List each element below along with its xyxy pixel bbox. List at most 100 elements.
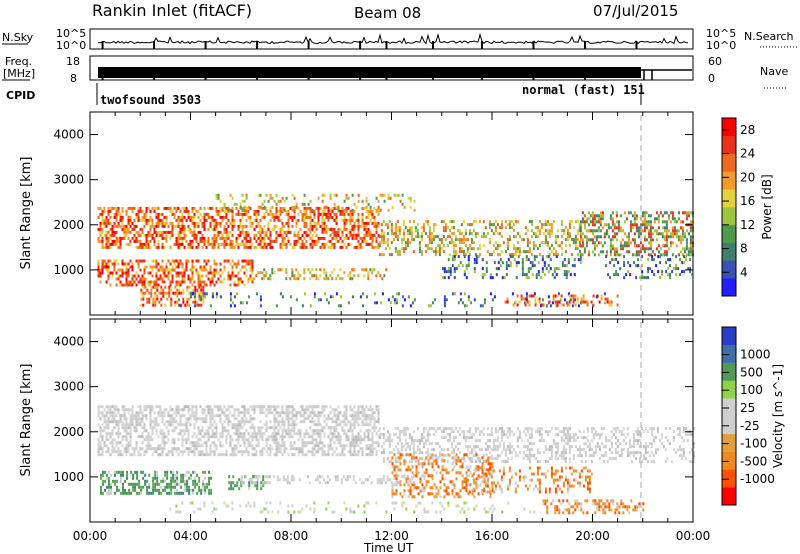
power-cell	[548, 229, 551, 233]
power-cell	[339, 268, 342, 272]
power-cell	[154, 291, 157, 295]
power-cell	[645, 220, 648, 224]
power-cell	[241, 230, 244, 234]
power-cell	[428, 238, 431, 242]
power-cell	[249, 218, 252, 222]
velocity-cell	[289, 423, 292, 427]
power-cell	[247, 205, 250, 209]
velocity-cell	[193, 411, 196, 415]
velocity-cell	[371, 408, 374, 412]
power-cell	[351, 227, 354, 231]
velocity-cell	[227, 420, 230, 424]
velocity-cell	[255, 435, 258, 439]
power-cell	[97, 236, 100, 240]
velocity-cell	[207, 408, 210, 412]
velocity-cell	[141, 426, 144, 430]
power-cell	[616, 294, 619, 298]
velocity-cell	[273, 405, 276, 409]
power-cell	[481, 273, 484, 277]
power-cell	[105, 239, 108, 243]
velocity-cell	[185, 420, 188, 424]
power-cell	[261, 271, 264, 275]
power-cell	[470, 241, 473, 245]
velocity-cell	[173, 426, 176, 430]
power-cell	[655, 264, 658, 268]
power-cell	[131, 221, 134, 225]
velocity-cell	[317, 444, 320, 448]
velocity-cell	[365, 429, 368, 433]
power-cell	[679, 241, 682, 245]
nsky-panel	[89, 28, 694, 50]
velocity-cell	[357, 453, 360, 457]
velocity-cell	[183, 423, 186, 427]
power-cell	[217, 209, 220, 213]
power-cell	[183, 227, 186, 231]
power-cell	[440, 220, 443, 224]
power-cell	[659, 253, 662, 257]
power-cell	[129, 283, 132, 287]
velocity-cell	[371, 441, 374, 445]
power-cell	[205, 274, 208, 278]
velocity-cell	[261, 432, 264, 436]
power-cell	[458, 232, 461, 236]
velocity-cell	[357, 423, 360, 427]
power-cell	[651, 258, 654, 262]
power-cell	[241, 280, 244, 284]
power-cell	[581, 211, 584, 215]
power-cell	[184, 303, 187, 307]
velocity-cell	[217, 453, 220, 457]
power-cell	[275, 239, 278, 243]
velocity-cell	[357, 450, 360, 454]
power-cell	[597, 235, 600, 239]
power-cell	[257, 224, 260, 228]
power-cell	[453, 255, 456, 259]
power-cell	[335, 205, 338, 209]
power-cell	[171, 277, 174, 281]
velocity-cell	[333, 414, 336, 418]
power-cell	[170, 303, 173, 307]
power-cell	[155, 221, 158, 225]
velocity-cell	[171, 408, 174, 412]
velocity-cell	[472, 454, 475, 458]
power-cell	[438, 253, 441, 257]
velocity-cell	[424, 427, 427, 431]
power-cell	[321, 221, 324, 225]
velocity-cell	[295, 432, 298, 436]
power-cell	[165, 262, 168, 266]
velocity-cell	[293, 408, 296, 412]
power-cell	[237, 212, 240, 216]
power-cell	[371, 245, 374, 249]
power-cell	[159, 230, 162, 234]
power-cell	[149, 280, 152, 284]
velocity-cell	[143, 429, 146, 433]
power-cell	[573, 273, 576, 277]
power-cell	[149, 227, 152, 231]
power-cell	[103, 221, 106, 225]
power-cell	[139, 233, 142, 237]
power-cell	[295, 298, 298, 302]
velocity-cell	[243, 411, 246, 415]
power-cell	[673, 229, 676, 233]
velocity-cell	[468, 430, 471, 434]
power-cell	[121, 271, 124, 275]
velocity-cell	[450, 445, 453, 449]
power-cell	[442, 226, 445, 230]
power-cell	[589, 229, 592, 233]
velocity-cell	[367, 453, 370, 457]
power-cell	[235, 206, 238, 210]
power-cell	[197, 280, 200, 284]
power-cell	[159, 265, 162, 269]
power-cell	[227, 233, 230, 237]
power-cell	[335, 236, 338, 240]
power-cell	[401, 295, 404, 299]
velocity-cell	[468, 436, 471, 440]
power-cell	[205, 262, 208, 266]
power-cell	[572, 297, 575, 301]
power-cell	[365, 209, 368, 213]
velocity-cell	[327, 453, 330, 457]
power-cell	[189, 277, 192, 281]
velocity-cell	[105, 420, 108, 424]
power-cell	[512, 223, 515, 227]
power-cell	[371, 239, 374, 243]
velocity-cell	[155, 405, 158, 409]
